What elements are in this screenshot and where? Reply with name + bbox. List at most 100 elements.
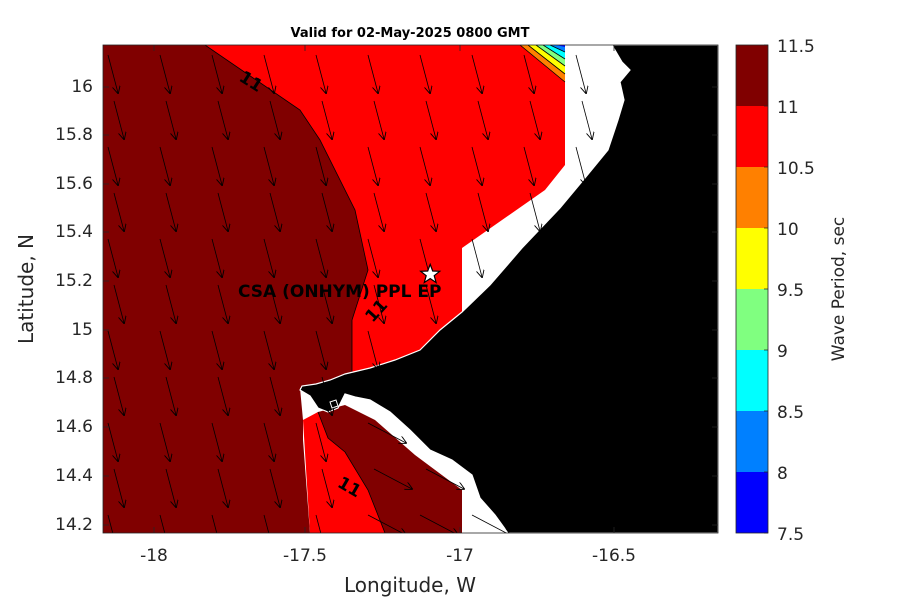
wave-direction-arrow: [269, 284, 280, 323]
wave-direction-arrow: [269, 468, 280, 507]
wave-period-field-11-11-5-south: [318, 405, 462, 533]
wave-direction-arrow: [113, 100, 124, 139]
colorbar-bin: [736, 472, 768, 533]
colorbar-tick-label: 9: [777, 342, 788, 362]
wave-direction-arrow: [321, 376, 332, 415]
wave-direction-arrow: [575, 146, 586, 185]
wave-direction-arrow: [217, 100, 228, 139]
wave-direction-arrow: [263, 422, 274, 461]
wave-direction-arrow: [477, 192, 488, 231]
wave-direction-arrow: [315, 330, 326, 369]
wave-direction-arrow: [211, 514, 218, 533]
wave-direction-arrow: [211, 422, 222, 461]
wave-direction-arrow: [575, 54, 586, 93]
wave-direction-arrow: [367, 238, 378, 277]
wave-direction-arrow: [217, 192, 228, 231]
wave-direction-arrow: [471, 146, 482, 185]
wave-direction-arrow: [529, 192, 540, 231]
wave-direction-arrow: [471, 54, 482, 93]
wave-direction-arrow: [107, 54, 118, 93]
wave-direction-arrow: [113, 192, 124, 231]
wave-direction-arrow: [113, 468, 124, 507]
wave-direction-arrow: [159, 330, 170, 369]
wave-direction-arrow: [321, 468, 332, 507]
x-tick-label: -17: [446, 546, 474, 566]
colorbar-tick-label: 7.5: [777, 525, 804, 545]
y-tick-label: 14.4: [55, 466, 93, 486]
wave-period-gradient-patch: [519, 45, 566, 83]
wave-direction-arrow: [425, 284, 436, 323]
wave-direction-arrow: [107, 514, 114, 533]
y-tick-label: 14.6: [55, 417, 93, 437]
colorbar-tick-label: 8: [777, 464, 788, 484]
wave-direction-arrow: [367, 422, 406, 443]
colorbar-bin: [736, 45, 768, 106]
wave-direction-arrow: [165, 468, 176, 507]
x-tick-label: -16.5: [592, 546, 636, 566]
colorbar-bin: [736, 228, 768, 289]
contour-line-11-south: [317, 411, 386, 533]
colorbar-ticks: [764, 44, 768, 534]
land-mass: [299, 45, 718, 533]
y-tick-label: 15.2: [55, 271, 93, 291]
colorbar-tick-label: 11: [777, 98, 799, 118]
wave-direction-arrow: [159, 238, 170, 277]
station-star-icon[interactable]: [419, 262, 442, 284]
colorbar-tick-label: 10.5: [777, 159, 815, 179]
colorbar-label: Wave Period, sec: [829, 217, 849, 362]
wave-direction-arrow: [523, 54, 534, 93]
wave-direction-arrow: [471, 238, 482, 277]
wave-direction-arrow: [419, 54, 430, 93]
x-axis-label: Longitude, W: [344, 573, 476, 597]
wave-direction-arrow: [263, 330, 274, 369]
wave-direction-arrow: [529, 100, 540, 139]
wave-direction-arrow: [315, 54, 326, 93]
wave-direction-arrow: [159, 54, 170, 93]
colorbar-bin: [736, 106, 768, 167]
wave-direction-arrow: [263, 54, 274, 93]
wave-direction-arrow: [165, 192, 176, 231]
wave-direction-arrow: [211, 330, 222, 369]
wave-direction-arrow: [107, 238, 118, 277]
y-axis-tick-labels: 16 15.8 15.6 15.4 15.2 15 14.8 14.6 14.4…: [55, 77, 93, 535]
wave-direction-arrow: [269, 376, 280, 415]
colorbar-tick-label: 10: [777, 220, 799, 240]
wave-direction-arrow: [425, 100, 436, 139]
wave-direction-arrow: [373, 284, 384, 323]
wave-direction-arrow: [315, 422, 326, 461]
wave-period-field-11-11-5: [103, 45, 368, 533]
wave-direction-arrow: [159, 146, 170, 185]
wave-direction-arrow: [159, 514, 166, 533]
axis-ticks: [103, 45, 718, 533]
wave-direction-arrow: [263, 146, 274, 185]
wave-direction-arrow: [367, 514, 406, 533]
wave-direction-arrow: [165, 376, 176, 415]
colorbar-bin: [736, 411, 768, 472]
wave-direction-arrow: [315, 146, 326, 185]
colorbar-tick-labels: 11.5 11 10.5 10 9.5 9 8.5 8 7.5: [777, 37, 815, 545]
wave-direction-arrow: [107, 422, 118, 461]
wave-direction-arrow: [425, 468, 464, 489]
wave-direction-arrow: [321, 284, 332, 323]
wave-direction-arrow: [523, 146, 534, 185]
wave-direction-arrow: [263, 514, 270, 533]
wave-direction-arrow: [211, 54, 222, 93]
y-tick-label: 16: [71, 77, 93, 97]
wave-direction-arrows: [107, 54, 592, 533]
wave-direction-arrow: [419, 146, 430, 185]
wave-direction-arrow: [321, 192, 332, 231]
map-area: 11 11 11 CSA (ONHYM) PPL EP: [103, 45, 718, 533]
wave-direction-arrow: [217, 468, 228, 507]
y-tick-label: 15.4: [55, 222, 93, 242]
y-tick-label: 15.8: [55, 125, 93, 145]
wave-direction-arrow: [217, 284, 228, 323]
y-tick-label: 15: [71, 320, 93, 340]
wave-direction-arrow: [165, 100, 176, 139]
small-island: [329, 399, 339, 409]
wave-direction-arrow: [419, 514, 458, 533]
wave-direction-arrow: [367, 54, 378, 93]
wave-direction-arrow: [373, 192, 384, 231]
x-tick-label: -18: [140, 546, 168, 566]
wave-direction-arrow: [165, 284, 176, 323]
wave-period-field-10-5-11: [205, 45, 565, 380]
